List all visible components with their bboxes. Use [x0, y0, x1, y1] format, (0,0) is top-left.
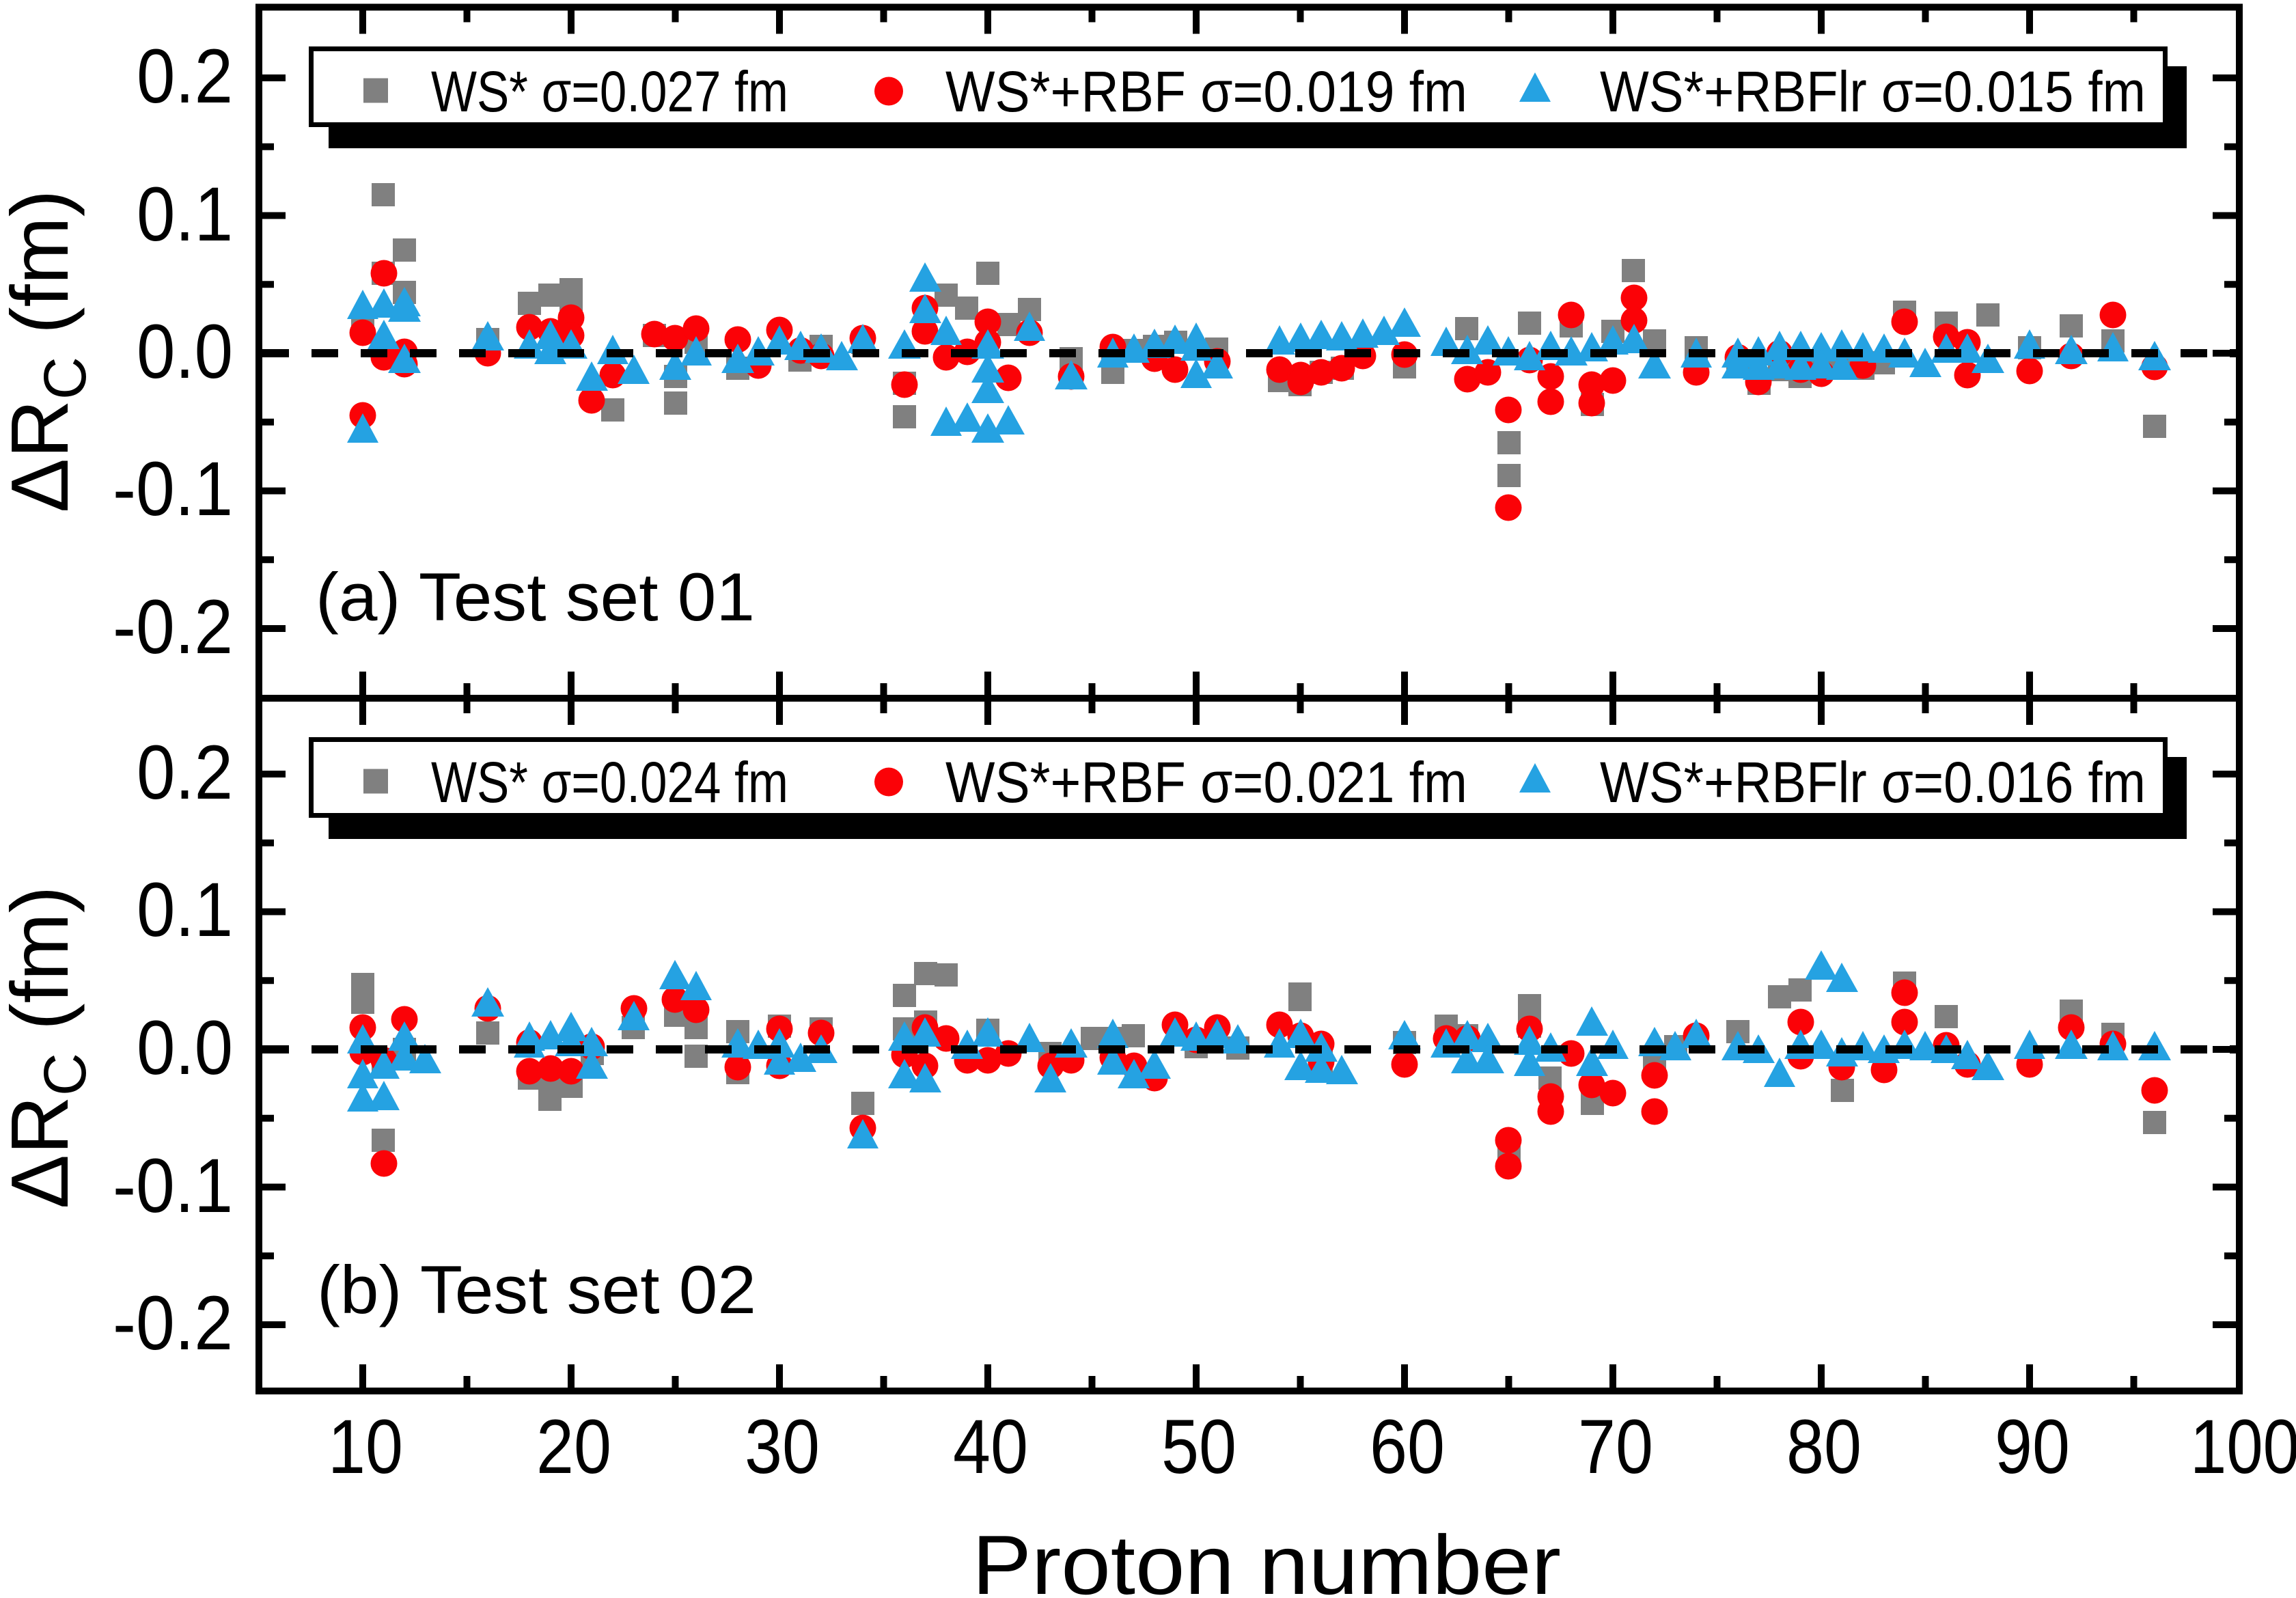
svg-text:0.1: 0.1	[137, 867, 233, 952]
svg-text:WS*+RBF σ=0.021 fm: WS*+RBF σ=0.021 fm	[945, 750, 1467, 814]
svg-text:50: 50	[1161, 1404, 1236, 1489]
svg-text:20: 20	[536, 1404, 611, 1489]
svg-text:0.0: 0.0	[137, 1005, 233, 1090]
svg-text:-0.1: -0.1	[113, 446, 233, 532]
svg-text:0.0: 0.0	[137, 309, 233, 394]
svg-text:70: 70	[1578, 1404, 1653, 1489]
svg-text:100: 100	[2190, 1404, 2296, 1489]
svg-text:WS* σ=0.024 fm: WS* σ=0.024 fm	[431, 750, 788, 814]
svg-text:10: 10	[328, 1404, 403, 1489]
svg-text:WS*+RBFlr σ=0.015 fm: WS*+RBFlr σ=0.015 fm	[1600, 59, 2146, 124]
svg-text:0.1: 0.1	[137, 171, 233, 257]
svg-text:0.2: 0.2	[137, 33, 233, 119]
svg-text:0.2: 0.2	[137, 730, 233, 815]
svg-text:-0.2: -0.2	[113, 584, 233, 670]
svg-text:-0.1: -0.1	[113, 1143, 233, 1228]
svg-text:-0.2: -0.2	[113, 1280, 233, 1366]
svg-text:WS*+RBFlr σ=0.016 fm: WS*+RBFlr σ=0.016 fm	[1600, 750, 2146, 814]
svg-text:ΔRC (fm): ΔRC (fm)	[0, 886, 98, 1209]
svg-text:Proton number: Proton number	[972, 1519, 1561, 1598]
svg-text:90: 90	[1995, 1404, 2070, 1489]
svg-text:40: 40	[953, 1404, 1028, 1489]
svg-text:(b) Test set 02: (b) Test set 02	[317, 1252, 756, 1327]
svg-text:80: 80	[1786, 1404, 1862, 1489]
svg-text:WS* σ=0.027 fm: WS* σ=0.027 fm	[431, 59, 788, 124]
svg-text:30: 30	[745, 1404, 820, 1489]
svg-text:ΔRC (fm): ΔRC (fm)	[0, 190, 98, 513]
svg-text:60: 60	[1370, 1404, 1445, 1489]
svg-text:(a) Test set 01: (a) Test set 01	[316, 559, 755, 635]
svg-text:WS*+RBF σ=0.019 fm: WS*+RBF σ=0.019 fm	[945, 59, 1467, 124]
